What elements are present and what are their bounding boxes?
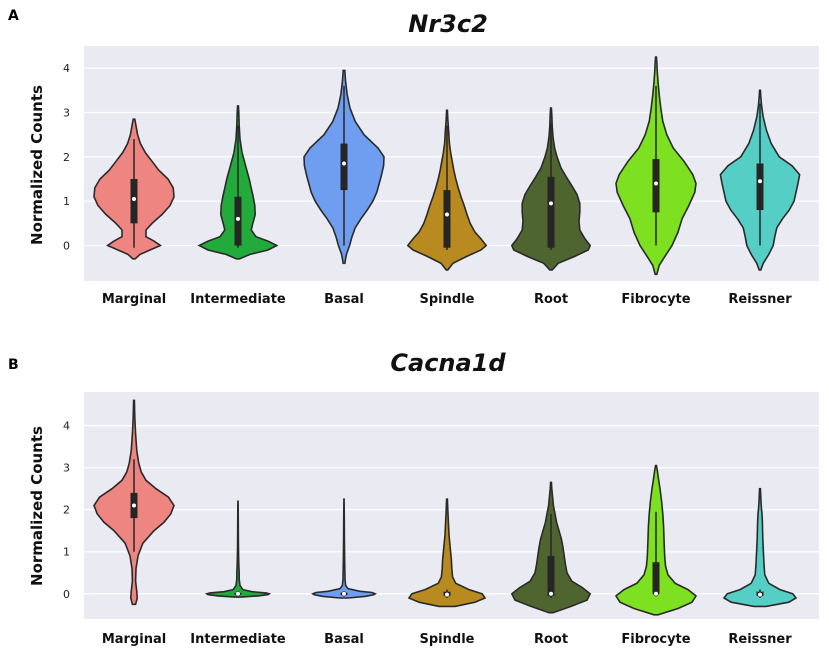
panel-label-b: B [8, 357, 19, 373]
iqr-box-basal [340, 143, 348, 191]
iqr-box-spindle [443, 190, 451, 248]
median-marker-fibrocyte [653, 180, 659, 187]
violin-intermediate [204, 500, 272, 598]
x-tick-label: Marginal [102, 632, 166, 647]
y-ticks-b: 0 1 2 3 4 [63, 420, 70, 601]
panel-b: B Cacna1d Normalized Counts 0 1 2 3 4 Margin… [8, 349, 819, 647]
chart-title-a: Nr3c2 [408, 10, 488, 38]
y-axis-label-b: Normalized Counts [28, 426, 46, 586]
x-ticks-a: Marginal Intermediate Basal Spindle Root Fibr… [102, 292, 792, 307]
panel-label-a: A [8, 8, 19, 24]
median-marker-marginal [131, 502, 137, 509]
y-tick-label: 1 [63, 195, 70, 208]
panel-a: A Nr3c2 Normalized Counts 0 1 2 3 4 Marginal… [8, 8, 819, 307]
grid-lines-b [84, 425, 819, 595]
x-tick-label: Basal [324, 292, 364, 307]
y-tick-label: 3 [63, 107, 70, 120]
x-tick-label: Marginal [102, 292, 166, 307]
iqr-box-reissner [756, 163, 764, 211]
median-marker-root [548, 591, 554, 597]
violin-reissner [722, 487, 798, 608]
median-marker-reissner [757, 592, 763, 598]
y-tick-label: 2 [63, 151, 70, 164]
x-tick-label: Basal [324, 632, 364, 647]
violins-b [93, 399, 798, 616]
x-ticks-b: Marginal Intermediate Basal Spindle Root Fibr… [102, 632, 792, 647]
y-tick-label: 2 [63, 504, 70, 517]
median-marker-spindle [444, 592, 450, 598]
x-tick-label: Root [534, 292, 568, 307]
median-marker-spindle [444, 211, 450, 218]
median-marker-basal [341, 591, 347, 597]
median-marker-marginal [131, 196, 137, 202]
iqr-box-fibrocyte [652, 562, 660, 594]
x-tick-label: Intermediate [190, 632, 286, 647]
median-marker-intermediate [235, 591, 241, 597]
x-tick-label: Spindle [420, 632, 475, 647]
x-tick-label: Spindle [420, 292, 475, 307]
y-tick-label: 4 [63, 420, 70, 433]
violin-spindle [407, 498, 487, 608]
iqr-box-root [547, 555, 555, 596]
x-tick-label: Reissner [728, 292, 792, 307]
chart-title-b: Cacna1d [390, 349, 506, 377]
iqr-box-root [547, 176, 555, 248]
y-tick-label: 1 [63, 546, 70, 559]
y-tick-label: 0 [63, 240, 70, 253]
x-tick-label: Intermediate [190, 292, 286, 307]
x-tick-label: Root [534, 632, 568, 647]
median-marker-fibrocyte [653, 591, 659, 597]
violins-a [93, 56, 801, 276]
median-marker-reissner [757, 178, 763, 184]
y-axis-label-a: Normalized Counts [28, 85, 46, 245]
median-marker-intermediate [235, 216, 241, 222]
x-tick-label: Fibrocyte [621, 632, 690, 647]
y-tick-label: 4 [63, 62, 70, 75]
y-tick-label: 3 [63, 462, 70, 475]
median-marker-basal [341, 160, 347, 167]
violin-basal [311, 498, 377, 599]
x-tick-label: Fibrocyte [621, 292, 690, 307]
median-marker-root [548, 200, 554, 207]
y-ticks-a: 0 1 2 3 4 [63, 62, 70, 252]
x-tick-label: Reissner [728, 632, 792, 647]
y-tick-label: 0 [63, 588, 70, 601]
